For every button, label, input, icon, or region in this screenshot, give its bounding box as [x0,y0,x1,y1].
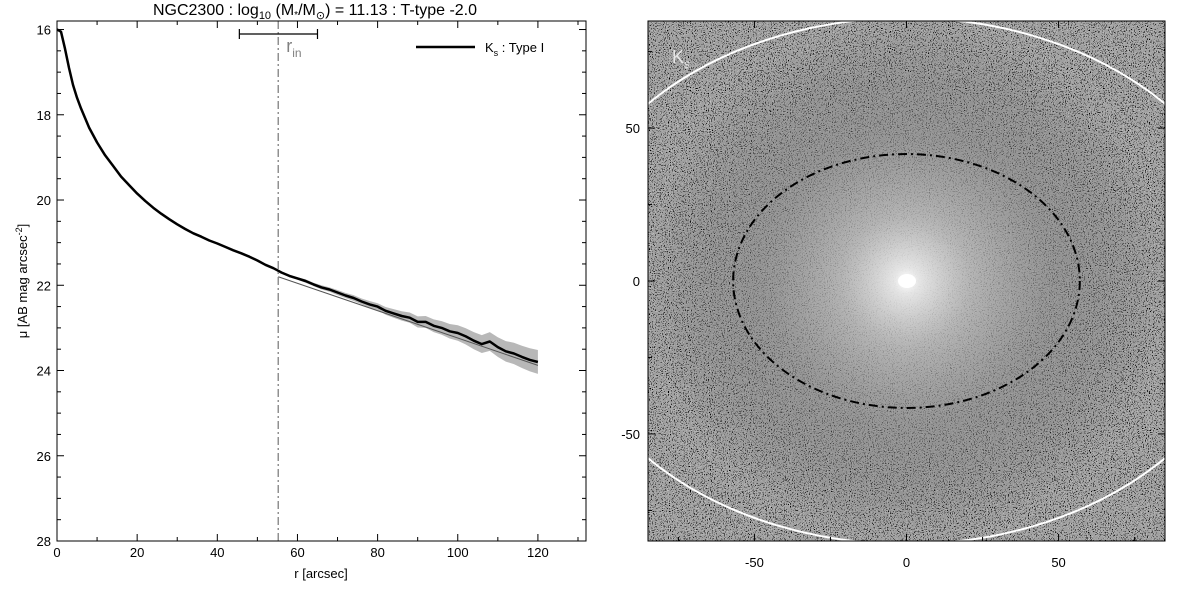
band-label: Ks [672,47,690,71]
y-tick-label: 18 [37,108,51,123]
x-tick-label: 120 [527,545,549,560]
profile-error-band [57,29,538,374]
image-y-tick-label: 50 [626,121,640,136]
image-y-tick-label: -50 [621,427,640,442]
image-ticks: -50 0 50 -50 0 50 [621,21,1165,570]
inner-ellipse [732,153,1081,409]
r-in-label: rin [286,36,301,60]
image-x-tick-label: 50 [1051,555,1065,570]
image-x-tick-label: 0 [903,555,910,570]
y-tick-label: 16 [37,23,51,38]
image-panel: Ks -50 0 50 -50 0 50 [621,20,1166,570]
x-tick-label: 100 [447,545,469,560]
image-y-tick-label: 0 [633,274,640,289]
profile-y-axis-label: μ [AB mag arcsec-2] [14,224,30,339]
galaxy-core [898,274,916,288]
y-tick-label: 28 [37,534,51,549]
x-tick-label: 40 [210,545,224,560]
profile-plot-area [57,28,539,374]
image-x-tick-label: -50 [745,555,764,570]
image-area [648,21,1165,541]
profile-line [57,28,539,364]
profile-axes-frame [56,20,587,542]
x-tick-label: 60 [290,545,304,560]
x-tick-label: 80 [370,545,384,560]
y-tick-label: 20 [37,193,51,208]
profile-ticks: 0 20 40 60 80 100 120 16 18 20 22 24 26 28 [37,21,586,560]
profile-panel: NGC2300 : log10 (M*/M⊙) = 11.13 : T-type… [14,2,587,581]
r-in-error-bar [238,29,319,39]
x-tick-label: 20 [130,545,144,560]
y-tick-label: 22 [37,278,51,293]
x-tick-label: 0 [53,545,60,560]
profile-title: NGC2300 : log10 (M*/M⊙) = 11.13 : T-type… [153,2,477,22]
profile-legend: Ks : Type I [416,40,544,58]
profile-fit-line [278,276,539,366]
legend-label: Ks : Type I [485,40,544,58]
y-tick-label: 24 [37,364,51,379]
y-tick-label: 26 [37,449,51,464]
profile-x-axis-label: r [arcsec] [294,566,347,581]
